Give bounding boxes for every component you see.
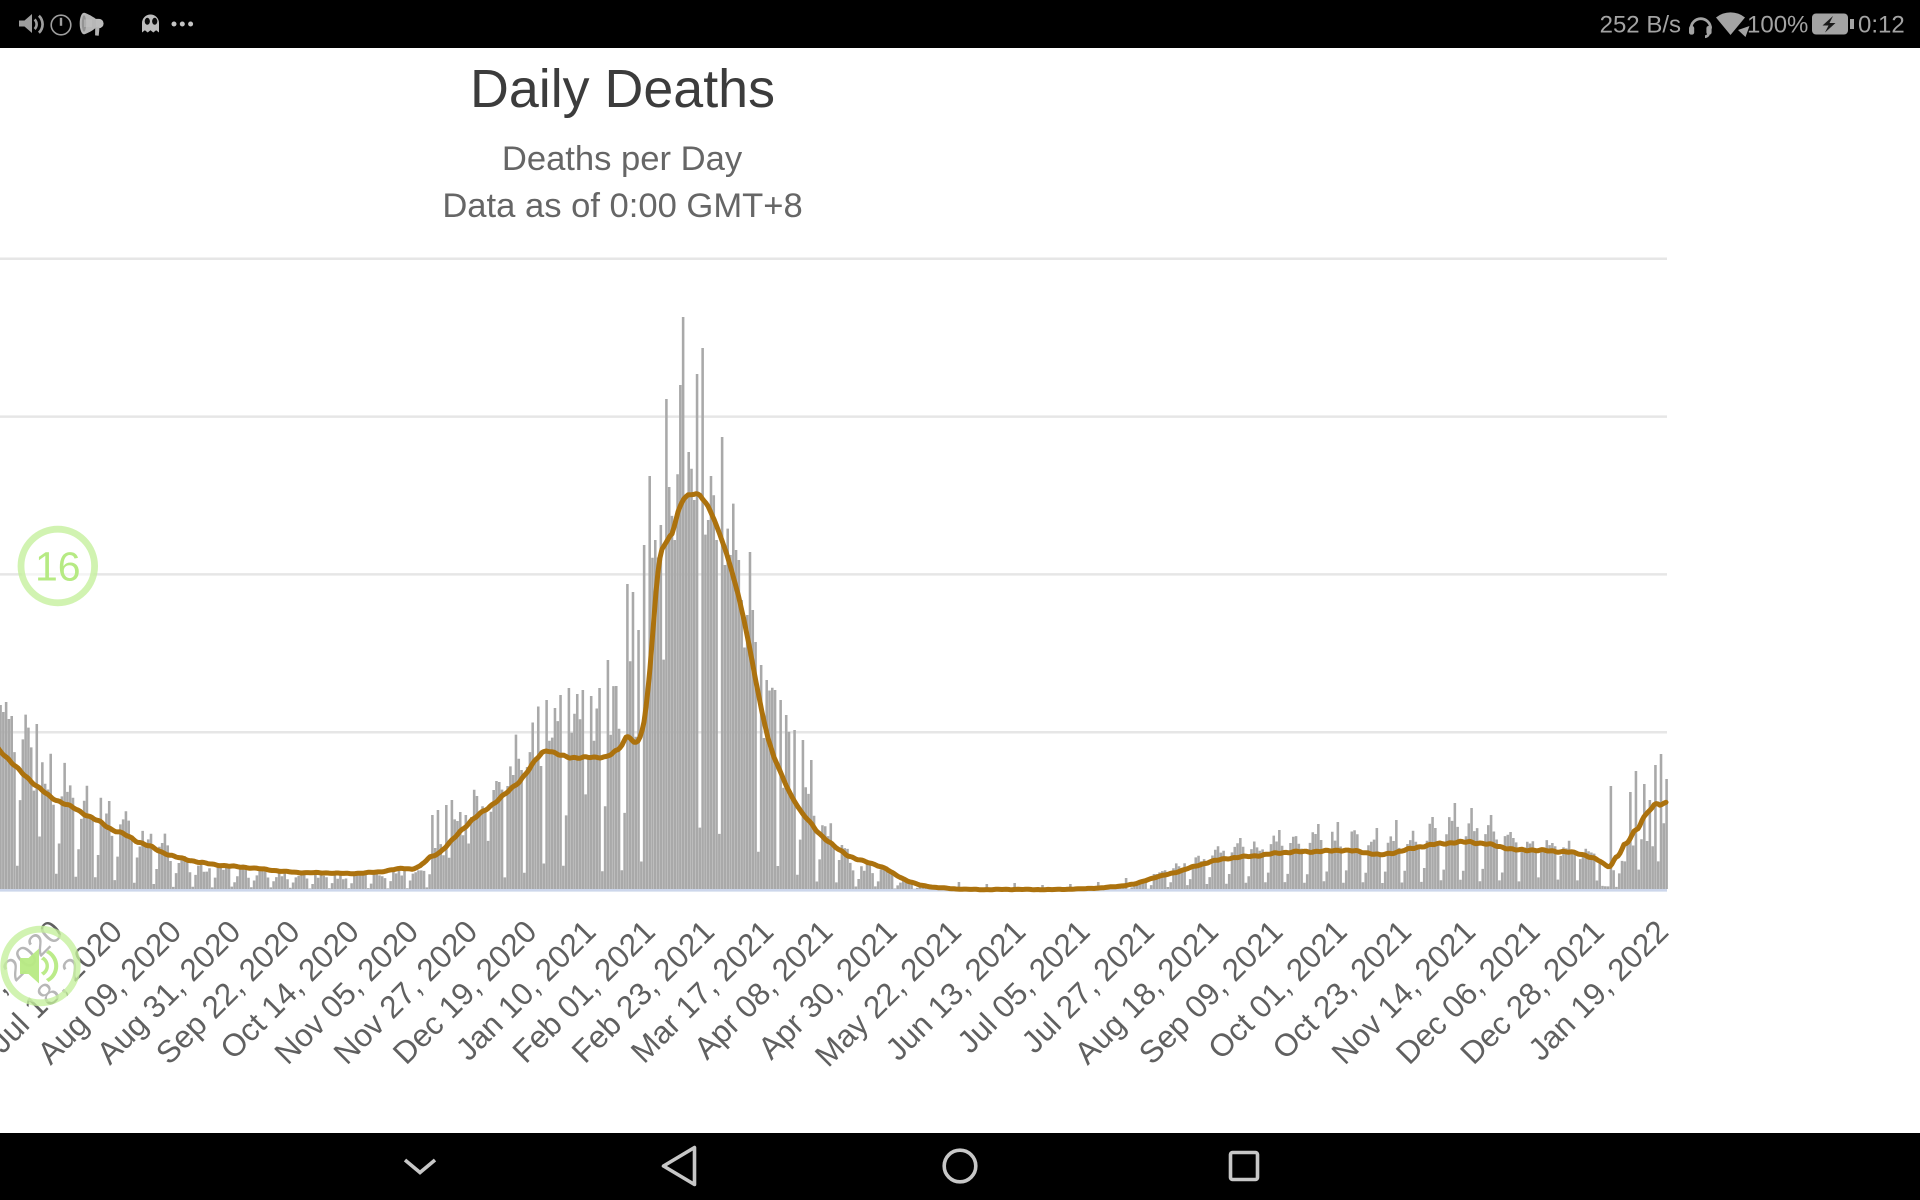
svg-text:16: 16 [35, 544, 81, 590]
svg-text:Daily Deaths: Daily Deaths [470, 59, 775, 119]
svg-text:100%: 100% [1747, 12, 1808, 39]
svg-text:Data as of 0:00 GMT+8: Data as of 0:00 GMT+8 [442, 187, 802, 225]
svg-text:0:12: 0:12 [1858, 12, 1905, 39]
svg-text:252 B/s: 252 B/s [1600, 12, 1681, 39]
svg-text:Deaths per Day: Deaths per Day [502, 140, 743, 178]
